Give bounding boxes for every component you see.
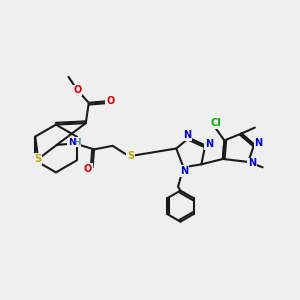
Text: N: N: [183, 130, 191, 140]
Text: O: O: [73, 85, 82, 95]
Text: O: O: [84, 164, 92, 174]
Text: N: N: [248, 158, 256, 168]
Text: H: H: [73, 138, 81, 147]
Text: N: N: [254, 138, 262, 148]
Text: S: S: [35, 154, 42, 164]
Text: N: N: [205, 139, 213, 149]
Text: N: N: [68, 138, 76, 147]
Text: O: O: [106, 96, 114, 106]
Text: S: S: [127, 151, 134, 161]
Text: Cl: Cl: [210, 118, 221, 128]
Text: N: N: [180, 166, 188, 176]
